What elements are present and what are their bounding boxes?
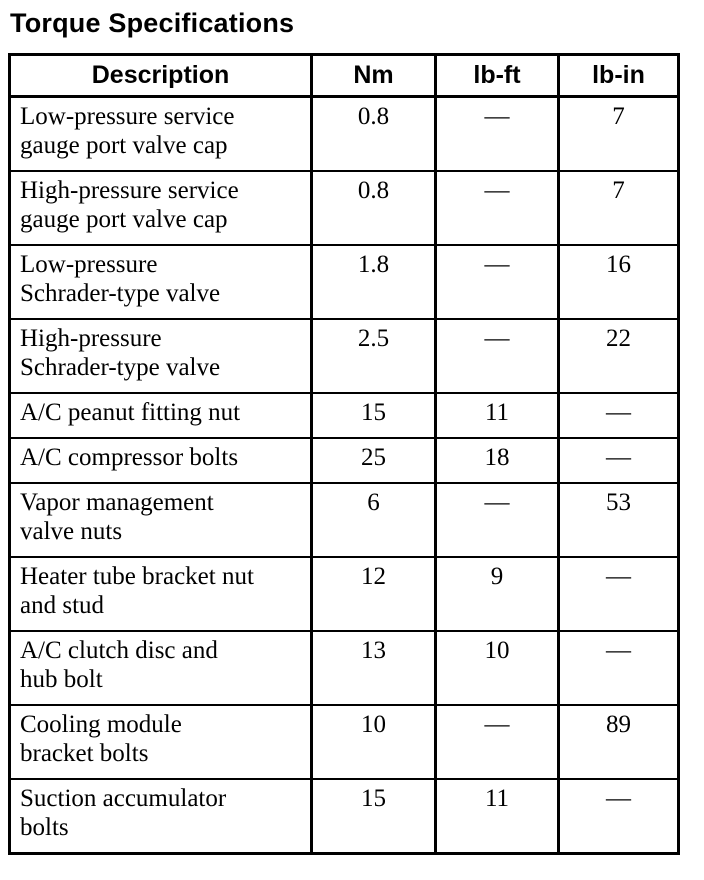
lb-ft-value-cell: —	[434, 95, 560, 172]
description-cell: Vapor management valve nuts	[8, 482, 313, 558]
lb-in-value-cell: —	[557, 630, 680, 706]
nm-value-cell: 25	[310, 437, 437, 484]
lb-ft-value-cell: —	[434, 318, 560, 394]
table-row: A/C peanut fitting nut 15 11 —	[8, 392, 680, 439]
lb-ft-value-cell: —	[434, 244, 560, 320]
nm-value-cell: 15	[310, 778, 437, 855]
lb-ft-value-cell: —	[434, 704, 560, 780]
description-cell: Cooling module bracket bolts	[8, 704, 313, 780]
lb-ft-value-cell: 18	[434, 437, 560, 484]
description-cell: A/C clutch disc and hub bolt	[8, 630, 313, 706]
table-row: High-pressure Schrader-type valve 2.5 — …	[8, 318, 680, 394]
lb-in-value-cell: 7	[557, 95, 680, 172]
lb-ft-value-cell: 11	[434, 778, 560, 855]
page-title: Torque Specifications	[10, 8, 295, 38]
table-row: Heater tube bracket nut and stud 12 9 —	[8, 556, 680, 632]
header-description: Description	[8, 53, 313, 98]
description-cell: Low-pressure service gauge port valve ca…	[8, 95, 313, 172]
table-row: Suction accumulator bolts 15 11 —	[8, 778, 680, 855]
lb-in-value-cell: 22	[557, 318, 680, 394]
header-nm: Nm	[310, 53, 437, 98]
torque-specifications-table: Description Nm lb-ft lb-in Low-pressure …	[8, 53, 680, 855]
nm-value-cell: 2.5	[310, 318, 437, 394]
nm-value-cell: 13	[310, 630, 437, 706]
description-cell: Heater tube bracket nut and stud	[8, 556, 313, 632]
table-row: Vapor management valve nuts 6 — 53	[8, 482, 680, 558]
table-body: Low-pressure service gauge port valve ca…	[8, 95, 680, 855]
lb-in-value-cell: —	[557, 392, 680, 439]
lb-in-value-cell: —	[557, 778, 680, 855]
table-row: Low-pressure service gauge port valve ca…	[8, 95, 680, 172]
description-cell: Suction accumulator bolts	[8, 778, 313, 855]
header-lb-ft: lb-ft	[434, 53, 560, 98]
nm-value-cell: 15	[310, 392, 437, 439]
nm-value-cell: 0.8	[310, 95, 437, 172]
lb-in-value-cell: 16	[557, 244, 680, 320]
table-header: Description Nm lb-ft lb-in	[8, 53, 680, 98]
lb-in-value-cell: —	[557, 437, 680, 484]
lb-ft-value-cell: —	[434, 170, 560, 246]
description-cell: Low-pressure Schrader-type valve	[8, 244, 313, 320]
description-cell: High-pressure service gauge port valve c…	[8, 170, 313, 246]
nm-value-cell: 0.8	[310, 170, 437, 246]
lb-in-value-cell: —	[557, 556, 680, 632]
lb-in-value-cell: 7	[557, 170, 680, 246]
lb-ft-value-cell: —	[434, 482, 560, 558]
description-cell: A/C peanut fitting nut	[8, 392, 313, 439]
lb-ft-value-cell: 9	[434, 556, 560, 632]
table-row: A/C clutch disc and hub bolt 13 10 —	[8, 630, 680, 706]
table-row: Cooling module bracket bolts 10 — 89	[8, 704, 680, 780]
lb-ft-value-cell: 10	[434, 630, 560, 706]
description-cell: High-pressure Schrader-type valve	[8, 318, 313, 394]
table-row: High-pressure service gauge port valve c…	[8, 170, 680, 246]
nm-value-cell: 10	[310, 704, 437, 780]
header-row: Description Nm lb-ft lb-in	[8, 53, 680, 98]
table-row: Low-pressure Schrader-type valve 1.8 — 1…	[8, 244, 680, 320]
table-row: A/C compressor bolts 25 18 —	[8, 437, 680, 484]
nm-value-cell: 1.8	[310, 244, 437, 320]
lb-ft-value-cell: 11	[434, 392, 560, 439]
header-lb-in: lb-in	[557, 53, 680, 98]
description-cell: A/C compressor bolts	[8, 437, 313, 484]
lb-in-value-cell: 89	[557, 704, 680, 780]
nm-value-cell: 6	[310, 482, 437, 558]
lb-in-value-cell: 53	[557, 482, 680, 558]
nm-value-cell: 12	[310, 556, 437, 632]
